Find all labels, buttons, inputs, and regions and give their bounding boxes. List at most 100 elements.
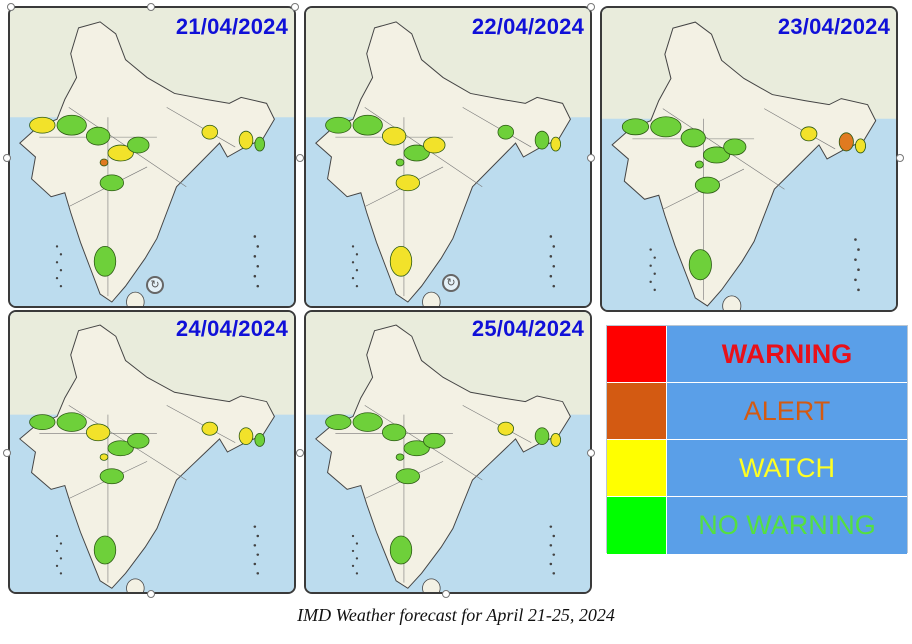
andaman-island [253, 525, 257, 528]
legend-row-warning: WARNING [607, 326, 907, 383]
warning-zone-green [497, 124, 515, 140]
warning-zone-green [99, 468, 124, 485]
warning-zone-yellow [107, 144, 134, 162]
warning-zone-yellow [381, 126, 407, 146]
warning-zone-orange [99, 158, 109, 167]
resize-handle[interactable] [7, 3, 15, 11]
andaman-island [253, 235, 257, 238]
lakshadweep-island [55, 245, 59, 248]
lakshadweep-island [351, 261, 355, 264]
forecast-map-day-3[interactable]: 23/04/2024 [600, 6, 898, 312]
warning-zone-green [650, 116, 682, 138]
andaman-island [549, 544, 553, 547]
lakshadweep-island [59, 284, 63, 288]
warning-zone-green [621, 118, 650, 136]
india-map [10, 312, 294, 592]
resize-handle[interactable] [291, 3, 299, 11]
india-landmass [19, 21, 275, 303]
india-map [306, 8, 590, 306]
warning-zone-green [85, 126, 111, 146]
legend-row-watch: WATCH [607, 440, 907, 497]
warning-zone-yellow [855, 138, 866, 154]
forecast-map-day-1[interactable]: 21/04/2024 ↻ [8, 6, 296, 308]
legend-label: ALERT [667, 383, 907, 439]
lakshadweep-island [55, 261, 59, 264]
resize-handle[interactable] [442, 590, 450, 598]
andaman-island [253, 274, 257, 278]
warning-zone-yellow [201, 124, 219, 140]
andaman-island [552, 245, 556, 248]
state-border [462, 405, 532, 443]
warning-zone-green [723, 138, 747, 156]
warning-zone-yellow [389, 246, 413, 277]
resize-handle[interactable] [587, 3, 595, 11]
lakshadweep-island [55, 564, 59, 567]
resize-handle[interactable] [296, 154, 304, 162]
lakshadweep-island [59, 269, 63, 272]
warning-zone-yellow [99, 453, 109, 461]
forecast-map-day-2[interactable]: 22/04/2024 ↻ [304, 6, 592, 308]
resize-handle[interactable] [3, 449, 11, 457]
warning-zone-green [352, 412, 383, 432]
andaman-island [253, 562, 257, 566]
warning-zone-green [56, 412, 87, 432]
warning-zone-green [325, 414, 352, 430]
warning-zone-green [694, 176, 721, 194]
resize-handle[interactable] [896, 154, 904, 162]
warning-zone-green [403, 440, 430, 457]
lakshadweep-island [351, 564, 355, 567]
warning-zone-yellow [423, 136, 446, 154]
refresh-icon[interactable]: ↻ [146, 276, 164, 294]
lakshadweep-island [55, 276, 59, 280]
warning-zone-green [127, 432, 150, 449]
warning-zone-green [395, 453, 405, 461]
warning-zone-green [680, 128, 706, 148]
andaman-island [552, 553, 556, 556]
resize-handle[interactable] [587, 449, 595, 457]
sri-lanka [422, 291, 441, 306]
andaman-island [857, 268, 860, 272]
resize-handle[interactable] [587, 154, 595, 162]
resize-handle[interactable] [296, 449, 304, 457]
lakshadweep-island [355, 542, 359, 545]
resize-handle[interactable] [147, 3, 155, 11]
forecast-map-day-5[interactable]: 25/04/2024 [304, 310, 592, 594]
legend-label: NO WARNING [667, 497, 907, 554]
warning-zone-green [395, 468, 420, 485]
forecast-map-day-4[interactable]: 24/04/2024 [8, 310, 296, 594]
lakshadweep-island [59, 572, 63, 575]
lakshadweep-island [649, 280, 652, 284]
warning-zone-yellow [29, 116, 56, 134]
andaman-island [857, 288, 860, 292]
sri-lanka [722, 295, 742, 310]
warning-zone-green [325, 116, 352, 134]
warning-zone-green [29, 414, 56, 430]
warning-zone-yellow [238, 130, 254, 150]
legend-swatch [607, 326, 667, 382]
andaman-island [549, 525, 553, 528]
lakshadweep-island [355, 269, 359, 272]
warning-zone-green [534, 427, 550, 445]
legend-label: WARNING [667, 326, 907, 382]
legend-swatch [607, 383, 667, 439]
lakshadweep-island [355, 572, 359, 575]
resize-handle[interactable] [147, 590, 155, 598]
refresh-icon[interactable]: ↻ [442, 274, 460, 292]
resize-handle[interactable] [3, 154, 11, 162]
warning-zone-green [381, 423, 407, 442]
andaman-island [854, 258, 857, 261]
lakshadweep-island [653, 256, 656, 259]
warning-zone-green [93, 246, 117, 277]
map-date-label: 21/04/2024 [175, 14, 288, 39]
warning-zone-green [254, 136, 266, 152]
andaman-island [854, 278, 857, 282]
andaman-island [857, 248, 860, 251]
legend-swatch [607, 497, 667, 554]
warning-zone-green [254, 432, 266, 447]
state-border [166, 107, 236, 148]
andaman-island [549, 562, 553, 566]
lakshadweep-island [351, 276, 355, 280]
lakshadweep-island [649, 248, 652, 251]
lakshadweep-island [351, 534, 355, 538]
andaman-island [256, 284, 260, 288]
